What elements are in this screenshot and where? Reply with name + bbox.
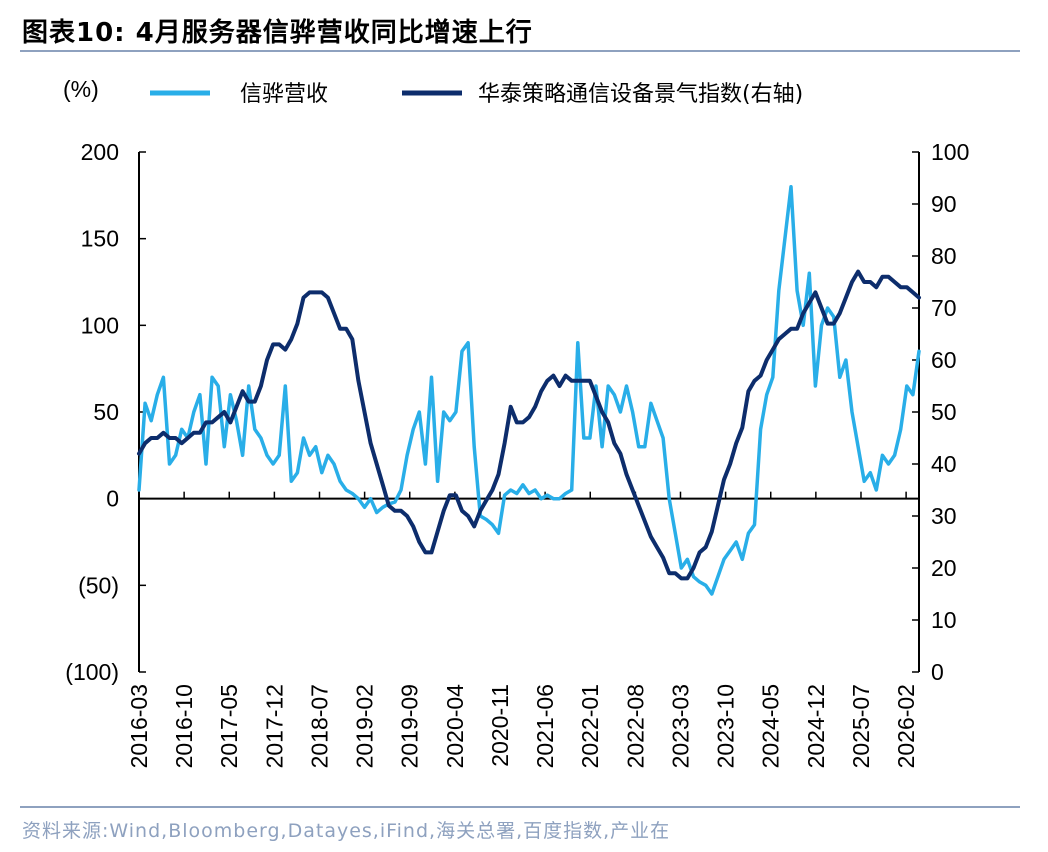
page-title: 图表10: 4月服务器信骅营收同比增速上行 xyxy=(22,18,533,48)
x-axis-tick-label: 2026-02 xyxy=(893,684,919,768)
left-axis-tick-label: 150 xyxy=(81,226,119,252)
series-line-1 xyxy=(137,184,921,596)
x-axis-tick-label: 2024-05 xyxy=(758,684,784,768)
legend-label-series2: 华泰策略通信设备景气指数(右轴) xyxy=(478,82,803,107)
source-note: 资料来源:Wind,Bloomberg,Datayes,iFind,海关总署,百… xyxy=(22,820,671,842)
left-axis-tick-label: 100 xyxy=(81,312,119,338)
x-axis-tick-label: 2021-06 xyxy=(532,684,558,768)
right-axis-tick-label: 80 xyxy=(931,243,957,269)
x-axis-tick-label: 2016-03 xyxy=(126,684,152,768)
x-axis-tick-label: 2023-03 xyxy=(667,684,693,768)
legend: 信骅营收 华泰策略通信设备景气指数(右轴) xyxy=(150,82,803,107)
source-divider xyxy=(20,806,1020,808)
right-axis-tick-label: 90 xyxy=(931,191,957,217)
x-axis-tick-label: 2020-04 xyxy=(442,684,468,769)
left-axis-tick-label: (50) xyxy=(78,572,119,598)
series-line-2 xyxy=(137,269,921,581)
right-axis-tick-label: 0 xyxy=(931,659,944,685)
right-axis-tick-label: 60 xyxy=(931,347,957,373)
left-axis-tick-label: 200 xyxy=(81,139,119,165)
x-axis-tick-label: 2017-05 xyxy=(216,684,242,768)
left-axis-tick-label: 0 xyxy=(106,486,119,512)
left-axis-tick-label: (100) xyxy=(65,659,119,685)
title-divider xyxy=(20,50,1020,52)
right-axis-tick-label: 20 xyxy=(931,555,957,581)
left-axis-unit: (%) xyxy=(63,76,99,102)
x-axis-tick-label: 2022-08 xyxy=(622,684,648,768)
x-axis-tick-label: 2017-12 xyxy=(261,684,287,768)
x-axis-tick-label: 2022-01 xyxy=(577,684,603,768)
x-axis-tick-label: 2025-07 xyxy=(848,684,874,768)
left-axis-tick-label: 50 xyxy=(93,399,119,425)
legend-label-series1: 信骅营收 xyxy=(240,82,328,107)
x-axis-tick-label: 2018-07 xyxy=(306,684,332,768)
right-axis-tick-label: 30 xyxy=(931,503,957,529)
right-axis-tick-label: 50 xyxy=(931,399,957,425)
x-axis-tick-label: 2019-09 xyxy=(397,684,423,768)
right-axis-tick-label: 40 xyxy=(931,451,957,477)
x-axis-tick-label: 2024-12 xyxy=(803,684,829,768)
x-axis-tick-label: 2016-10 xyxy=(171,684,197,768)
right-axis-tick-label: 70 xyxy=(931,295,957,321)
x-axis-tick-label: 2023-10 xyxy=(713,684,739,768)
right-axis-tick-label: 10 xyxy=(931,607,957,633)
x-axis-tick-label: 2019-02 xyxy=(352,684,378,768)
x-axis-tick-label: 2020-11 xyxy=(487,684,513,767)
right-axis-tick-label: 100 xyxy=(931,139,969,165)
